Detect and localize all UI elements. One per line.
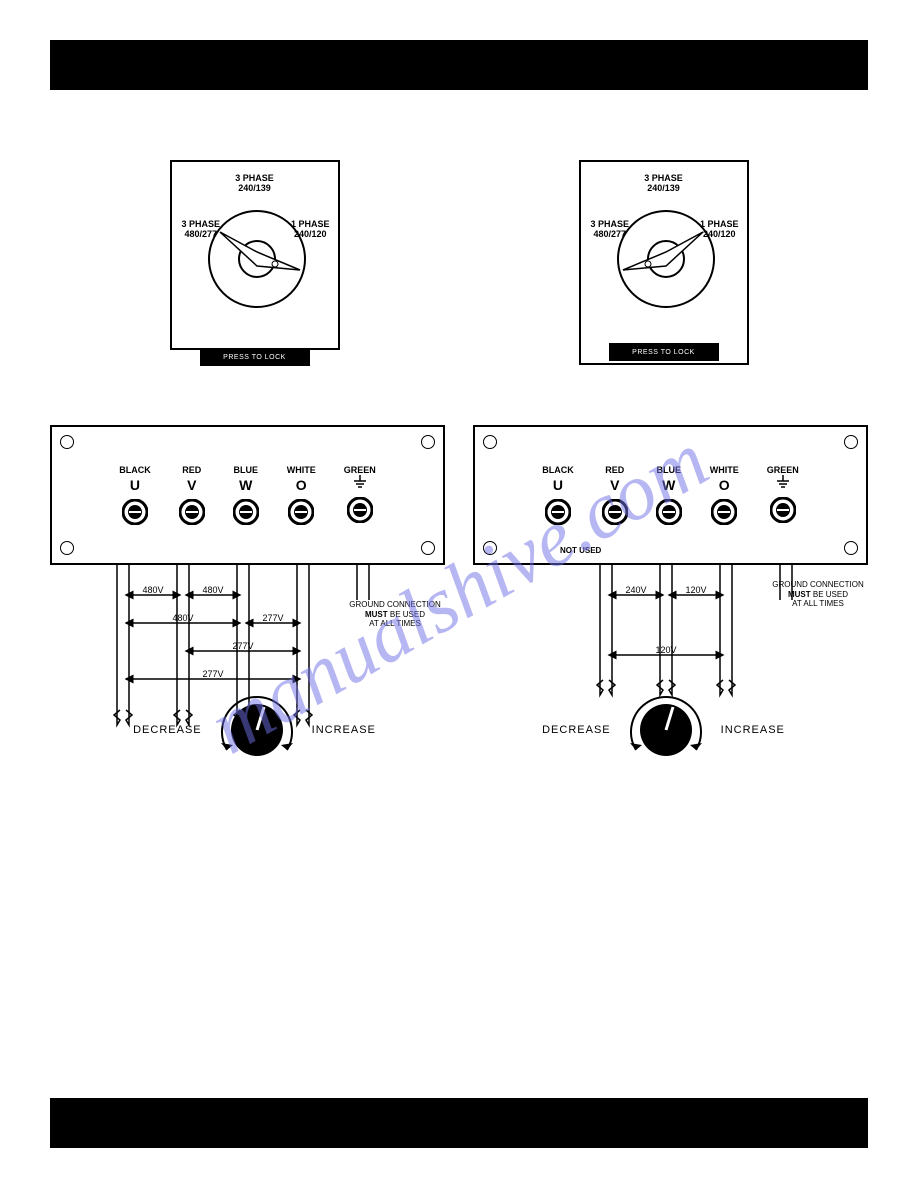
screw-icon [288,499,314,525]
voltage-label: 120V [655,645,676,655]
selector-switch-3phase: 3 PHASE 240/139 3 PHASE 480/277 1 PHASE … [170,160,340,350]
ground-icon [776,475,790,491]
page-content: 3 PHASE 240/139 3 PHASE 480/277 1 PHASE … [50,100,868,775]
terminal-o: WHITEO [287,465,316,525]
terminal-v: REDV [179,465,205,525]
screw-icon [602,499,628,525]
ground-icon [353,475,367,491]
terminal-panel-3phase: BLACKU REDV BLUEW WHITEO GREEN [50,425,445,565]
ground-note: GROUND CONNECTION MUST BE USED AT ALL TI… [335,600,455,629]
terminal-body: BLACKU REDV BLUEW WHITEO GREEN [50,425,445,565]
terminal-w: BLUEW [233,465,259,525]
not-used-label: NOT USED [560,546,601,555]
wiring-diagram-left: 480V 480V 480V 277V 277V 277V [50,565,445,735]
mount-hole [60,541,74,555]
voltage-label: 480V [142,585,163,595]
screw-icon [656,499,682,525]
terminal-row: BLACKU REDV BLUEW WHITEO GREEN [50,425,868,565]
terminal-panel-1phase: NOT USED BLACKU REDV BLUEW WHITEO GREEN [473,425,868,565]
screw-icon [233,499,259,525]
selector-switch-1phase: 3 PHASE 240/139 3 PHASE 480/277 1 PHASE … [579,160,749,365]
selector-dial-right [609,202,723,316]
screw-icon [770,497,796,523]
terminal-u: BLACKU [542,465,574,525]
voltage-label: 480V [202,585,223,595]
mount-hole [844,435,858,449]
footer-bar [50,1098,868,1148]
terminal-ground: GREEN [767,465,799,525]
terminal-body: NOT USED BLACKU REDV BLUEW WHITEO GREEN [473,425,868,565]
screw-icon [545,499,571,525]
switch-label-top: 3 PHASE 240/139 [644,174,683,194]
lock-tab-right: PRESS TO LOCK [609,343,719,361]
voltage-label: 277V [262,613,283,623]
voltage-label: 277V [232,641,253,651]
lock-tab-left: PRESS TO LOCK [200,348,310,366]
mount-hole [483,541,497,555]
terminal-w: BLUEW [656,465,682,525]
voltage-label: 120V [685,585,706,595]
screw-icon [711,499,737,525]
terminal-o: WHITEO [710,465,739,525]
selector-dial-left [200,202,314,316]
switch-row: 3 PHASE 240/139 3 PHASE 480/277 1 PHASE … [50,160,868,365]
terminal-v: REDV [602,465,628,525]
screw-icon [179,499,205,525]
voltage-label: 277V [202,669,223,679]
voltage-label: 480V [172,613,193,623]
mount-hole [421,541,435,555]
header-bar [50,40,868,90]
voltage-label: 240V [625,585,646,595]
terminal-ground: GREEN [344,465,376,525]
screw-icon [122,499,148,525]
ground-note: GROUND CONNECTION MUST BE USED AT ALL TI… [758,580,878,609]
terminal-u: BLACKU [119,465,151,525]
mount-hole [483,435,497,449]
mount-hole [421,435,435,449]
mount-hole [60,435,74,449]
screw-icon [347,497,373,523]
mount-hole [844,541,858,555]
switch-label-top: 3 PHASE 240/139 [235,174,274,194]
